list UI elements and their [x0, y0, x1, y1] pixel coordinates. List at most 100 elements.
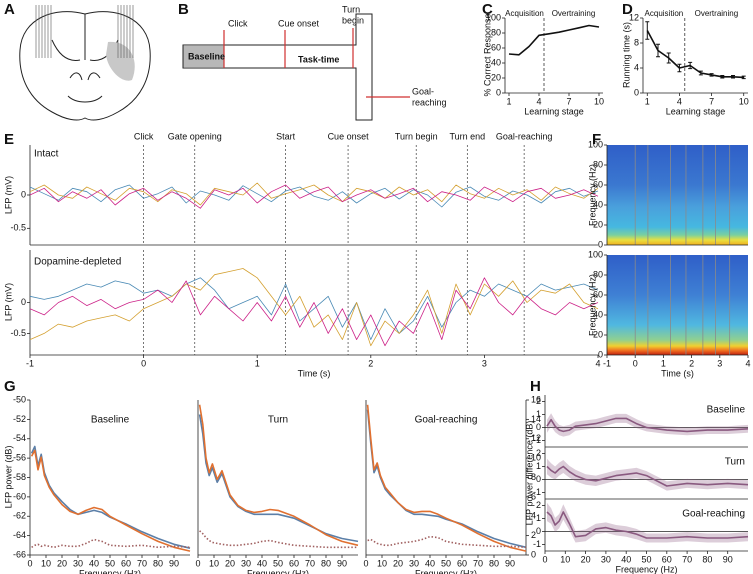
y-axis-label: LFP (mV) — [3, 176, 13, 214]
subplot-title: Turn — [725, 457, 745, 468]
series-line — [31, 538, 191, 549]
subplot-title: Intact — [34, 149, 59, 160]
subplot-title: Goal-reaching — [415, 415, 478, 426]
x-tick-label: 0 — [363, 558, 368, 568]
x-tick-label: 50 — [273, 558, 283, 568]
panel-label: E — [4, 131, 14, 148]
y-tick-label: 80 — [593, 269, 603, 279]
series-line — [546, 511, 749, 539]
x-tick-label: 20 — [57, 558, 67, 568]
y-axis-label: LFP power difference (dB) — [524, 421, 534, 526]
structure — [67, 95, 103, 103]
y-tick-label: 40 — [593, 309, 603, 319]
y-axis-label: Running time (s) — [621, 22, 631, 88]
electrodes — [35, 5, 134, 58]
annotation: Acquisition — [505, 9, 544, 18]
brain-outline — [19, 11, 151, 121]
turn-label: begin — [342, 15, 364, 25]
series-line — [367, 535, 527, 549]
baseline-label: Baseline — [188, 51, 225, 61]
series-line — [546, 465, 749, 487]
event-label: Turn begin — [395, 131, 438, 141]
subplot-title: Goal-reaching — [682, 509, 745, 520]
error-bar — [709, 73, 714, 77]
event-label: Gate opening — [168, 131, 222, 141]
click-label: Click — [228, 18, 248, 28]
subplot-title: Baseline — [91, 415, 130, 426]
y-tick-label: 0 — [598, 239, 603, 249]
x-axis-label: Frequency (Hz) — [415, 568, 477, 574]
subplot-title: Turn — [268, 415, 288, 426]
x-tick-label: 0 — [542, 554, 547, 564]
x-axis-label: Frequency (Hz) — [79, 568, 141, 574]
error-band — [547, 458, 748, 491]
y-tick-label: 1 — [536, 513, 541, 523]
y-tick-label: -1 — [533, 539, 541, 549]
annotation: Acquisition — [645, 9, 684, 18]
x-tick-label: 90 — [169, 558, 179, 568]
x-tick-label: 1 — [255, 358, 260, 368]
y-tick-label: -1 — [533, 487, 541, 497]
y-tick-label: 80 — [491, 27, 501, 37]
x-tick-label: 60 — [457, 558, 467, 568]
y-tick-label: 60 — [491, 42, 501, 52]
panel-label: C — [482, 1, 493, 18]
x-tick-label: 7 — [566, 96, 571, 106]
y-tick-label: -62 — [13, 511, 26, 521]
x-tick-label: 20 — [393, 558, 403, 568]
annotation: Overtraining — [552, 9, 596, 18]
y-tick-label: 8 — [634, 37, 639, 47]
y2-tick-label: 10 — [531, 453, 541, 463]
y2-tick-label: 4 — [531, 511, 536, 521]
y-tick-label: 2 — [536, 448, 541, 458]
x-tick-label: 1 — [645, 96, 650, 106]
maze-outline — [182, 13, 373, 121]
baseline-box — [183, 46, 224, 67]
task-diagram: Baseline Click Cue onset Turn begin Task… — [182, 4, 447, 121]
y-axis-label: % Correct Response — [482, 13, 492, 96]
x-tick-label: 1 — [661, 358, 666, 368]
x-tick-label: 50 — [105, 558, 115, 568]
x-tick-label: 60 — [121, 558, 131, 568]
x-tick-label: 10 — [594, 96, 604, 106]
x-tick-label: 30 — [241, 558, 251, 568]
x-tick-label: 2 — [689, 358, 694, 368]
x-axis-label: Time (s) — [298, 368, 331, 378]
y-tick-label: 0 — [598, 349, 603, 359]
x-tick-label: 3 — [717, 358, 722, 368]
y-tick-label: -52 — [13, 414, 26, 424]
series-line — [366, 404, 527, 552]
subplot-title: Baseline — [707, 405, 746, 416]
y-axis-label: Frequency (Hz) — [587, 164, 597, 226]
y-tick-label: -0.5 — [10, 328, 26, 338]
x-tick-label: 90 — [505, 558, 515, 568]
panel-label: G — [4, 378, 16, 395]
y2-tick-label: 16 — [531, 394, 541, 404]
error-bar — [731, 75, 735, 79]
y-tick-label: 60 — [593, 179, 603, 189]
event-label: Click — [134, 131, 154, 141]
x-tick-label: 10 — [739, 96, 749, 106]
x-axis-label: Learning stage — [666, 106, 726, 116]
x-tick-label: 40 — [621, 554, 631, 564]
y-tick-label: 0 — [536, 474, 541, 484]
y-tick-label: 40 — [491, 57, 501, 67]
y-tick-label: 100 — [588, 139, 603, 149]
panel-label: H — [530, 378, 541, 395]
panel-label: F — [592, 131, 601, 148]
x-tick-label: 7 — [709, 96, 714, 106]
series-line — [29, 184, 599, 209]
series-line — [546, 417, 749, 433]
cue-label: Cue onset — [278, 18, 320, 28]
x-tick-label: 0 — [141, 358, 146, 368]
x-tick-label: 30 — [73, 558, 83, 568]
panel-label: D — [622, 1, 633, 18]
y-tick-label: 12 — [629, 12, 639, 22]
x-axis-label: Frequency (Hz) — [615, 564, 677, 574]
y-axis-label: LFP (mV) — [3, 283, 13, 321]
error-bar — [645, 21, 650, 40]
y-tick-label: 4 — [634, 62, 639, 72]
x-tick-label: 30 — [409, 558, 419, 568]
x-tick-label: 70 — [473, 558, 483, 568]
